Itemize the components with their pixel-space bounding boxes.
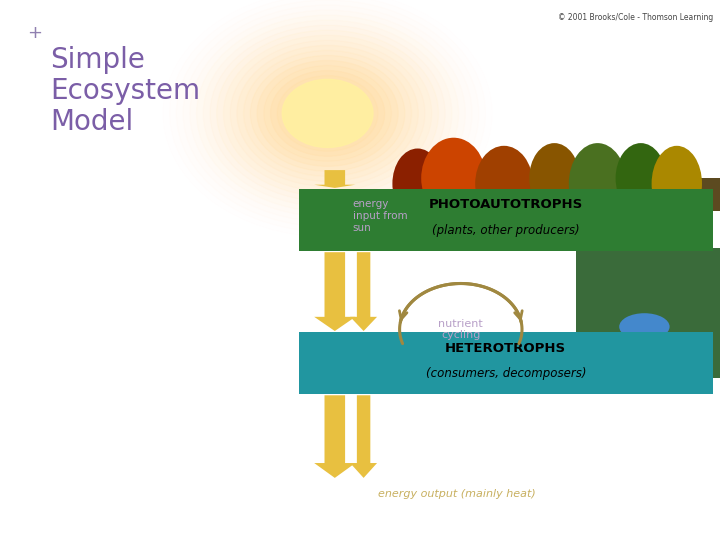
FancyArrow shape — [314, 170, 356, 188]
Circle shape — [264, 65, 392, 161]
Text: +: + — [27, 24, 42, 42]
Text: Simple
Ecosystem
Model: Simple Ecosystem Model — [50, 46, 201, 137]
Text: © 2001 Brooks/Cole - Thomson Learning: © 2001 Brooks/Cole - Thomson Learning — [557, 14, 713, 23]
Circle shape — [282, 79, 373, 147]
Ellipse shape — [616, 143, 666, 213]
Text: PHOTOAUTOTROPHS: PHOTOAUTOTROPHS — [428, 198, 583, 212]
FancyArrow shape — [314, 252, 356, 331]
FancyArrow shape — [350, 395, 377, 478]
Text: energy output (mainly heat): energy output (mainly heat) — [378, 489, 536, 499]
Text: energy
input from
sun: energy input from sun — [353, 199, 408, 233]
Ellipse shape — [475, 146, 533, 221]
Text: nutrient
cycling: nutrient cycling — [438, 319, 483, 340]
Ellipse shape — [619, 313, 670, 340]
Text: (consumers, decomposers): (consumers, decomposers) — [426, 367, 586, 381]
Ellipse shape — [529, 143, 580, 213]
Circle shape — [271, 71, 384, 156]
FancyBboxPatch shape — [403, 178, 720, 211]
Text: HETEROTROPHS: HETEROTROPHS — [445, 341, 567, 355]
Ellipse shape — [421, 138, 486, 219]
FancyBboxPatch shape — [576, 248, 720, 378]
Ellipse shape — [569, 143, 626, 224]
Circle shape — [257, 60, 398, 166]
FancyBboxPatch shape — [299, 332, 713, 394]
FancyArrow shape — [314, 395, 356, 478]
FancyBboxPatch shape — [299, 189, 713, 251]
FancyArrow shape — [350, 252, 377, 331]
Ellipse shape — [652, 146, 702, 221]
Ellipse shape — [392, 148, 443, 219]
Text: (plants, other producers): (plants, other producers) — [432, 224, 580, 238]
Circle shape — [277, 76, 378, 151]
